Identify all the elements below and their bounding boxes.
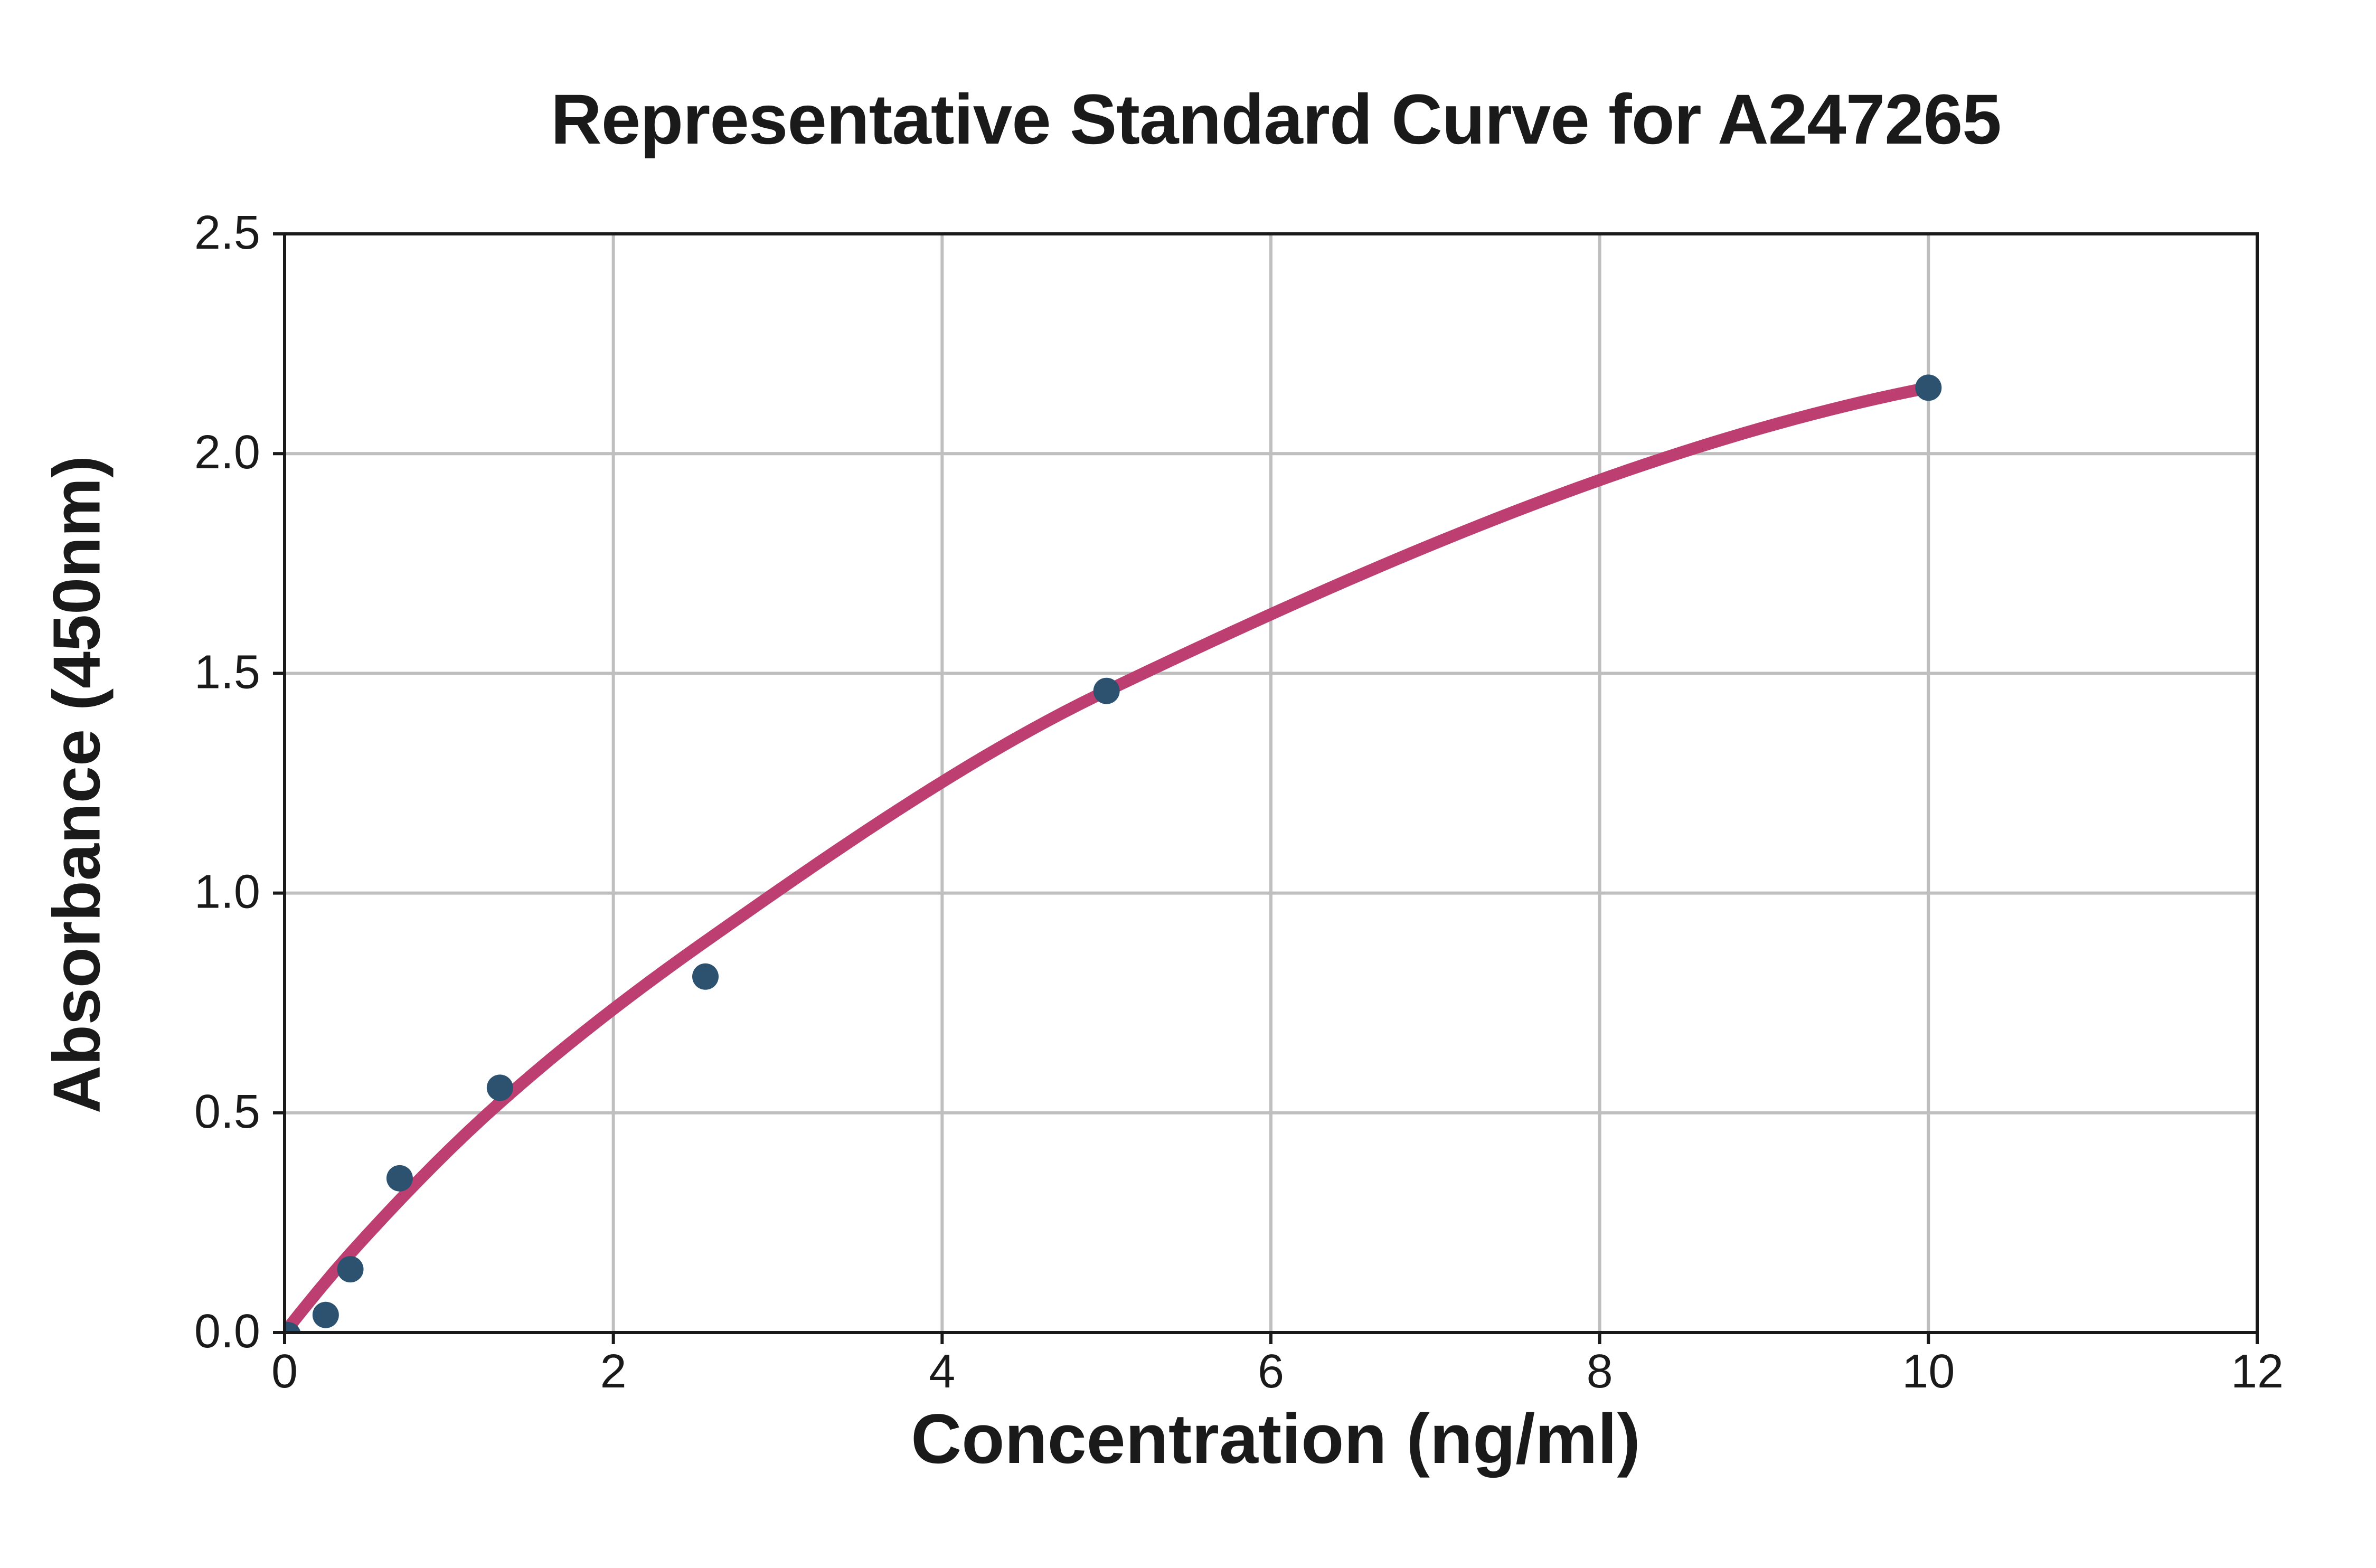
svg-text:2.5: 2.5 [194,206,260,259]
svg-text:2.0: 2.0 [194,426,260,479]
svg-text:12: 12 [2231,1345,2284,1398]
svg-text:0.0: 0.0 [194,1305,260,1358]
svg-text:0.5: 0.5 [194,1085,260,1138]
svg-text:1.0: 1.0 [194,866,260,919]
svg-text:4: 4 [929,1345,955,1398]
svg-text:8: 8 [1587,1345,1613,1398]
svg-text:6: 6 [1258,1345,1284,1398]
svg-text:0: 0 [271,1345,298,1398]
svg-text:1.5: 1.5 [194,646,260,698]
svg-text:10: 10 [1902,1345,1955,1398]
svg-text:2: 2 [600,1345,627,1398]
